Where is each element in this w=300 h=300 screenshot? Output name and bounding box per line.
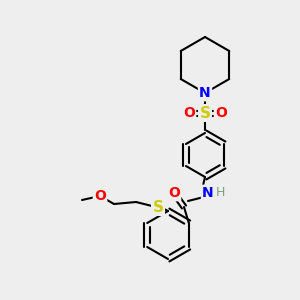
- Text: O: O: [183, 106, 195, 120]
- Text: N: N: [202, 186, 214, 200]
- Text: O: O: [215, 106, 227, 120]
- Text: N: N: [199, 86, 211, 100]
- Text: H: H: [215, 187, 225, 200]
- Text: O: O: [168, 186, 180, 200]
- Text: S: S: [200, 106, 211, 121]
- Text: S: S: [152, 200, 164, 214]
- Text: O: O: [94, 189, 106, 203]
